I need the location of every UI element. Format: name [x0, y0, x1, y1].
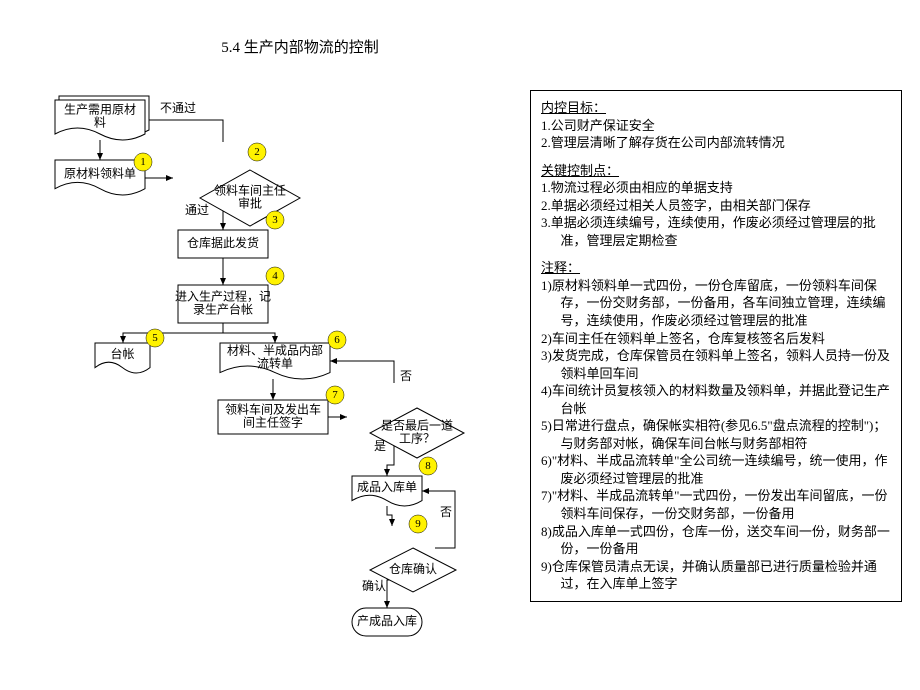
- panel-item: 1.公司财产保证安全: [541, 117, 891, 135]
- panel-heading: 内控目标：: [541, 99, 891, 117]
- flow-edge: [387, 506, 392, 526]
- panel-item: 7)"材料、半成品流转单"一式四份，一份发出车间留底，一份领料车间保存，一份交财…: [541, 487, 891, 522]
- flow-node-label: 是否最后一道: [381, 418, 453, 432]
- flow-edge: [223, 333, 275, 343]
- flow-node-label: 原材料领料单: [64, 166, 136, 180]
- flow-node-label: 料: [94, 115, 106, 129]
- flow-node-label: 成品入库单: [357, 479, 417, 494]
- annotation-badge-number: 5: [152, 332, 158, 344]
- flow-node-label: 仓库据此发货: [187, 235, 259, 250]
- panel-item: 2.单据必须经过相关人员签字，由相关部门保存: [541, 197, 891, 215]
- flow-node-label: 进入生产过程，记: [175, 288, 271, 303]
- panel-item: 3)发货完成，仓库保管员在领料单上签名，领料人员持一份及领料单回车间: [541, 347, 891, 382]
- flow-edge: [330, 361, 394, 383]
- flow-edge-label: 不通过: [160, 101, 196, 115]
- flow-edge: [422, 491, 455, 548]
- annotation-badge-number: 4: [272, 270, 278, 282]
- info-panel: 内控目标：1.公司财产保证安全2.管理层清晰了解存货在公司内部流转情况关键控制点…: [530, 90, 902, 602]
- flow-node-label: 仓库确认: [389, 561, 437, 576]
- flow-node-label: 产成品入库: [357, 613, 417, 628]
- flow-node-label: 台帐: [110, 346, 134, 361]
- panel-item: 2.管理层清晰了解存货在公司内部流转情况: [541, 134, 891, 152]
- flow-edge-label: 是: [374, 439, 386, 453]
- panel-item: 2)车间主任在领料单上签名，仓库复核签名后发料: [541, 330, 891, 348]
- annotation-badge-number: 9: [415, 518, 421, 530]
- flow-edge-label: 通过: [185, 203, 209, 217]
- flow-node-label: 领料车间主任: [214, 182, 286, 197]
- panel-item: 9)仓库保管员清点无误，并确认质量部已进行质量检验并通过，在入库单上签字: [541, 558, 891, 593]
- flow-node-label: 审批: [238, 195, 262, 210]
- flow-node-label: 录生产台帐: [193, 301, 253, 316]
- flow-node-label: 工序？: [399, 430, 435, 445]
- flow-node-label: 流转单: [257, 355, 293, 370]
- flow-edge-label: 否: [440, 505, 452, 519]
- panel-item: 5)日常进行盘点，确保帐实相符(参见6.5"盘点流程的控制")；与财务部对帐，确…: [541, 417, 891, 452]
- flow-node-label: 生产需用原材: [64, 102, 136, 116]
- flow-edge-label: 否: [400, 369, 412, 383]
- annotation-badge-number: 3: [272, 214, 278, 226]
- flow-node-label: 间主任签字: [243, 414, 303, 429]
- panel-heading: 关键控制点：: [541, 162, 891, 180]
- panel-item: 3.单据必须连续编号，连续使用，作废必须经过管理层的批准，管理层定期检查: [541, 214, 891, 249]
- panel-item: 4)车间统计员复核领入的材料数量及领料单，并据此登记生产台帐: [541, 382, 891, 417]
- annotation-badge-number: 6: [334, 334, 340, 346]
- annotation-badge-number: 1: [140, 156, 146, 168]
- panel-item: 6)"材料、半成品流转单"全公司统一连续编号，统一使用，作废必须经过管理层的批准: [541, 452, 891, 487]
- flow-node-label: 材料、半成品内部: [227, 342, 323, 357]
- panel-item: 1.物流过程必须由相应的单据支持: [541, 179, 891, 197]
- flow-edge-label: 确认: [362, 579, 386, 593]
- panel-item: 8)成品入库单一式四份，仓库一份，送交车间一份，财务部一份，一份备用: [541, 523, 891, 558]
- annotation-badge-number: 2: [254, 146, 260, 158]
- flow-edge: [123, 323, 223, 343]
- annotation-badge-number: 8: [425, 460, 431, 472]
- panel-heading: 注释：: [541, 259, 891, 277]
- panel-item: 1)原材料领料单一式四份，一份仓库留底，一份领料车间保存，一份交财务部，一份备用…: [541, 277, 891, 330]
- annotation-badge-number: 7: [332, 389, 338, 401]
- flow-node-label: 领料车间及发出车: [225, 401, 321, 416]
